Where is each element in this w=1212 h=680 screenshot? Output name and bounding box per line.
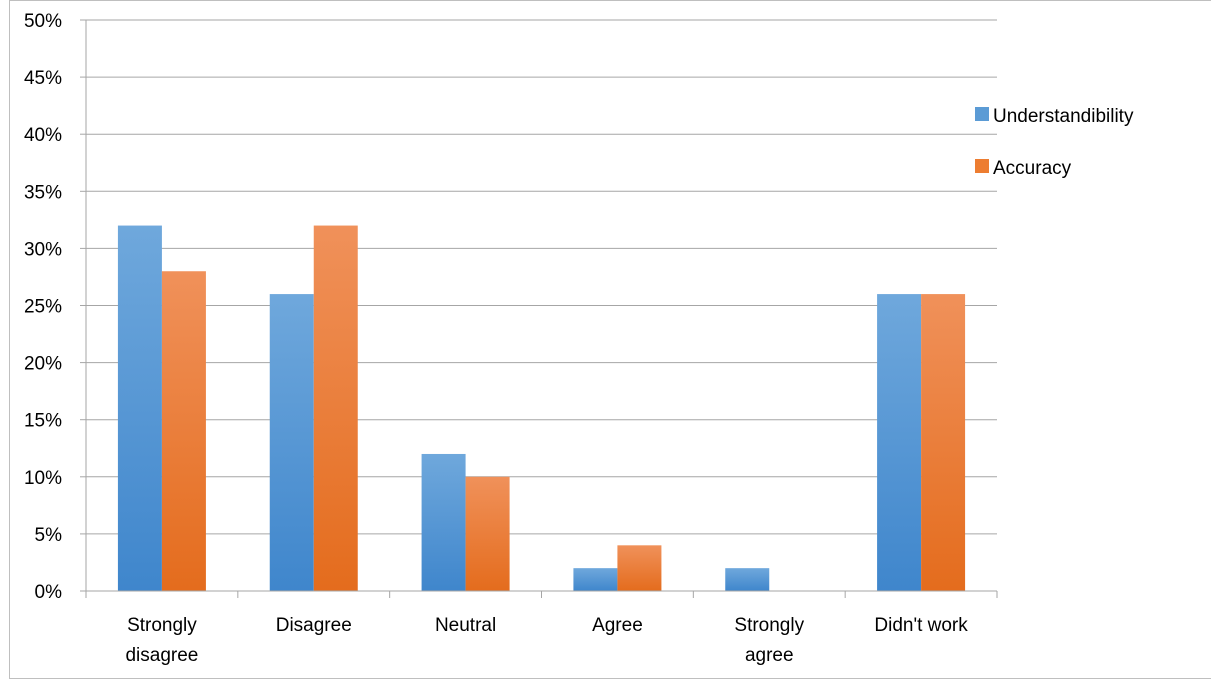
bar-accuracy bbox=[465, 476, 510, 591]
y-tick-label: 45% bbox=[24, 68, 62, 89]
bar-understandibility bbox=[573, 568, 618, 591]
y-tick-label: 50% bbox=[24, 11, 62, 32]
bar-accuracy bbox=[617, 545, 662, 591]
y-tick-label: 40% bbox=[24, 125, 62, 146]
bar-accuracy bbox=[161, 271, 206, 591]
y-tick-label: 30% bbox=[24, 239, 62, 260]
legend-swatch bbox=[975, 159, 989, 173]
y-tick-label: 35% bbox=[24, 182, 62, 203]
bar-accuracy bbox=[313, 225, 358, 591]
x-category-label: Neutral bbox=[435, 615, 496, 636]
chart-frame bbox=[9, 0, 1211, 679]
y-tick-label: 20% bbox=[24, 354, 62, 375]
x-category-label: disagree bbox=[125, 645, 198, 666]
bar-understandibility bbox=[725, 568, 770, 591]
x-category-label: Didn't work bbox=[874, 615, 968, 636]
bar-understandibility bbox=[877, 294, 922, 591]
y-tick-label: 15% bbox=[24, 411, 62, 432]
x-axis-labels: Strongly disagree Disagree Neutral Agree Stro… bbox=[125, 615, 968, 666]
x-category-label: Strongly bbox=[127, 615, 197, 636]
gridlines bbox=[86, 19, 997, 535]
bar-understandibility bbox=[421, 453, 466, 591]
bar-understandibility bbox=[269, 294, 314, 591]
y-tick-label: 10% bbox=[24, 468, 62, 489]
y-axis-ticks: 0% 5% 10% 15% 20% 25% 30% 35% 40% 45% 50% bbox=[24, 11, 86, 603]
legend: Understandibility Accuracy bbox=[975, 106, 1134, 179]
bar-understandibility bbox=[117, 225, 162, 591]
bar-accuracy bbox=[921, 294, 966, 591]
legend-swatch bbox=[975, 107, 989, 121]
y-tick-label: 5% bbox=[35, 525, 63, 546]
x-category-label: Strongly bbox=[734, 615, 804, 636]
x-category-label: Agree bbox=[592, 615, 643, 636]
x-category-label: agree bbox=[745, 645, 794, 666]
y-tick-label: 0% bbox=[35, 582, 63, 603]
y-tick-label: 25% bbox=[24, 297, 62, 318]
x-category-label: Disagree bbox=[276, 615, 352, 636]
axes bbox=[85, 20, 998, 598]
legend-label: Understandibility bbox=[993, 106, 1134, 127]
legend-label: Accuracy bbox=[993, 158, 1072, 179]
bars bbox=[117, 225, 966, 591]
